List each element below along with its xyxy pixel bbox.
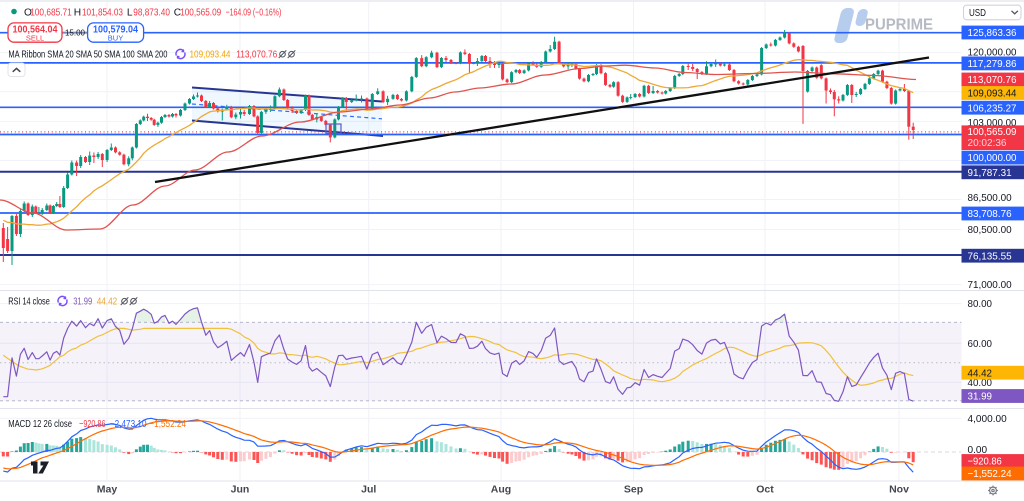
svg-text:PUPRIME: PUPRIME: [865, 17, 933, 34]
svg-text:BUY: BUY: [108, 33, 123, 42]
svg-text:RSI 14 close: RSI 14 close: [8, 297, 50, 308]
svg-text:15.00: 15.00: [65, 28, 86, 37]
svg-text:100,564.04: 100,564.04: [13, 25, 58, 36]
svg-text:44.42: 44.42: [968, 367, 993, 379]
svg-text:4,000.00: 4,000.00: [968, 413, 1007, 425]
svg-text:−1,552.24: −1,552.24: [968, 468, 1012, 480]
svg-text:MA Ribbon SMA 20 SMA 50 SMA 10: MA Ribbon SMA 20 SMA 50 SMA 100 SMA 200: [8, 50, 167, 61]
svg-text:100,579.04: 100,579.04: [93, 25, 138, 36]
svg-text:Sep: Sep: [624, 484, 643, 496]
svg-text:Nov: Nov: [889, 484, 909, 496]
svg-text:May: May: [97, 484, 118, 496]
svg-text:L: L: [127, 7, 133, 18]
svg-text:0.00: 0.00: [968, 444, 988, 456]
svg-text:106,235.27: 106,235.27: [968, 102, 1017, 114]
svg-text:113,070.76: 113,070.76: [236, 50, 277, 61]
svg-text:91,787.31: 91,787.31: [968, 167, 1012, 179]
svg-text:Aug: Aug: [491, 484, 511, 496]
svg-text:83,708.76: 83,708.76: [968, 208, 1012, 220]
svg-text:100,565.09: 100,565.09: [968, 126, 1017, 138]
svg-text:101,854.03: 101,854.03: [82, 7, 123, 18]
svg-text:98,873.40: 98,873.40: [133, 7, 170, 18]
svg-text:80,500.00: 80,500.00: [968, 224, 1012, 236]
svg-text:C: C: [174, 7, 181, 18]
svg-text:SELL: SELL: [26, 33, 44, 42]
svg-text:−2,473.10: −2,473.10: [110, 419, 147, 430]
svg-text:80.00: 80.00: [968, 298, 993, 310]
svg-text:−164.09 (−0.16%): −164.09 (−0.16%): [226, 7, 282, 18]
svg-text:−920.86: −920.86: [968, 456, 1002, 468]
svg-text:−1,552.24: −1,552.24: [149, 419, 186, 430]
svg-text:86,500.00: 86,500.00: [968, 192, 1012, 204]
svg-text:100,565.09: 100,565.09: [180, 7, 221, 18]
svg-text:113,070.76: 113,070.76: [968, 74, 1017, 86]
svg-text:109,093.44: 109,093.44: [968, 88, 1017, 100]
svg-text:USD: USD: [969, 8, 986, 19]
svg-text:100,000.00: 100,000.00: [968, 152, 1017, 164]
svg-text:44.42: 44.42: [97, 297, 118, 308]
svg-text:103,000.00: 103,000.00: [968, 117, 1017, 129]
svg-text:31.99: 31.99: [73, 297, 92, 308]
svg-text:−920.86: −920.86: [79, 419, 106, 430]
svg-text:120,000.00: 120,000.00: [968, 47, 1017, 59]
svg-text:O: O: [24, 7, 32, 18]
svg-text:20:02:36: 20:02:36: [968, 138, 1007, 149]
svg-text:117,279.86: 117,279.86: [968, 58, 1017, 70]
svg-text:109,093.44: 109,093.44: [190, 50, 231, 61]
svg-text:Oct: Oct: [756, 484, 774, 496]
svg-text:Jul: Jul: [361, 484, 376, 496]
svg-text:MACD 12 26 close: MACD 12 26 close: [8, 419, 72, 430]
svg-text:100,685.71: 100,685.71: [30, 7, 72, 18]
svg-text:31.99: 31.99: [968, 391, 993, 403]
svg-text:H: H: [74, 7, 81, 18]
svg-text:Jun: Jun: [231, 484, 250, 496]
svg-text:125,863.36: 125,863.36: [968, 27, 1017, 39]
svg-text:71,000.00: 71,000.00: [968, 279, 1012, 291]
svg-text:60.00: 60.00: [968, 338, 993, 350]
svg-text:40.00: 40.00: [968, 377, 993, 389]
svg-text:76,135.55: 76,135.55: [968, 250, 1012, 262]
